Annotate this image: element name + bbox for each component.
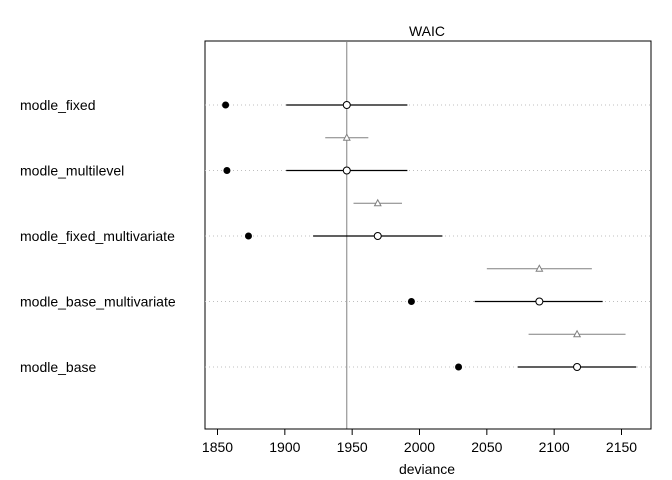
- difference-point: [535, 264, 544, 272]
- x-tick-label: 1850: [202, 439, 233, 455]
- waic-point: [535, 297, 544, 306]
- model-label: modle_multilevel: [20, 163, 124, 179]
- x-tick-label: 2150: [606, 439, 637, 455]
- difference-point: [342, 133, 351, 141]
- in-sample-point: [244, 232, 252, 240]
- x-tick-label: 2100: [539, 439, 570, 455]
- x-tick-label: 2050: [471, 439, 502, 455]
- waic-point: [373, 232, 382, 240]
- x-tick-label: 1950: [337, 439, 368, 455]
- waic-point: [342, 101, 351, 109]
- model-label: modle_fixed: [20, 97, 96, 113]
- x-tick-label: 1900: [269, 439, 300, 455]
- model-label: modle_base: [20, 359, 96, 375]
- in-sample-point: [455, 363, 463, 371]
- waic-point: [573, 363, 582, 371]
- x-tick-label: 2000: [404, 439, 435, 455]
- difference-point: [373, 198, 382, 207]
- model-label: modle_fixed_multivariate: [20, 228, 175, 244]
- waic-point: [342, 166, 351, 175]
- in-sample-point: [223, 167, 231, 174]
- model-label: modle_base_multivariate: [20, 294, 176, 310]
- x-axis-label: deviance: [399, 461, 455, 477]
- plot-frame: [204, 40, 652, 430]
- in-sample-point: [222, 101, 230, 109]
- difference-point: [573, 329, 582, 338]
- chart-title: WAIC: [409, 23, 445, 39]
- in-sample-point: [407, 298, 415, 305]
